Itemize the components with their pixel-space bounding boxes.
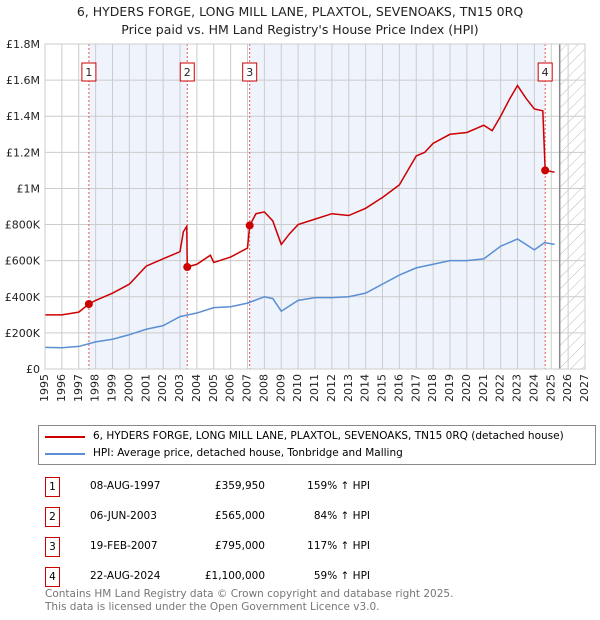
x-tick-label: 2005 (207, 374, 220, 402)
row-date: 22-AUG-2024 (90, 570, 161, 582)
x-tick-label: 2021 (477, 374, 490, 402)
row-number: 1 (45, 477, 60, 497)
sale-label: 1 (85, 66, 92, 79)
sale-point (245, 221, 254, 230)
sale-point (84, 300, 93, 309)
sale-label-box (537, 62, 553, 82)
x-tick-label: 2014 (359, 374, 372, 402)
row-hpi: 84% ↑ HPI (313, 510, 370, 522)
footer-line-2: This data is licensed under the Open Gov… (45, 601, 380, 613)
x-tick-label: 2001 (139, 374, 152, 402)
legend-red-line (45, 435, 85, 438)
sale-label-box (179, 62, 195, 82)
x-tick-label: 2024 (527, 374, 540, 402)
x-tick-label: 2025 (544, 374, 557, 402)
x-tick-label: 2013 (342, 374, 355, 402)
row-number: 4 (45, 567, 60, 587)
x-tick-label: 2022 (494, 374, 507, 402)
sale-label: 2 (184, 66, 191, 79)
x-tick-label: 2007 (241, 374, 254, 402)
table-row: 1 08-AUG-1997 £359,950 159% ↑ HPI (45, 477, 445, 497)
x-tick-label: 1996 (55, 374, 68, 402)
x-tick-label: 1998 (89, 374, 102, 402)
table-row: 2 06-JUN-2003 £565,000 84% ↑ HPI (45, 507, 445, 527)
x-tick-label: 2010 (291, 374, 304, 402)
x-tick-label: 2015 (376, 374, 389, 402)
legend: 6, HYDERS FORGE, LONG MILL LANE, PLAXTOL… (38, 425, 596, 465)
row-number: 2 (45, 507, 60, 527)
x-tick-label: 2019 (443, 374, 456, 402)
y-tick-label: £400K (5, 291, 41, 304)
sale-point (183, 262, 192, 271)
y-tick-label: £1.2M (6, 146, 40, 159)
footer: Contains HM Land Registry data © Crown c… (45, 588, 453, 614)
row-price: £359,950 (214, 480, 265, 492)
x-tick-label: 2002 (156, 374, 169, 402)
x-tick-label: 2026 (561, 374, 574, 402)
forecast-hatch (559, 44, 585, 369)
x-tick-label: 1997 (72, 374, 85, 402)
table-row: 4 22-AUG-2024 £1,100,000 59% ↑ HPI (45, 567, 445, 587)
row-price: £795,000 (214, 540, 265, 552)
x-tick-label: 2006 (224, 374, 237, 402)
y-tick-label: £1.8M (6, 38, 40, 51)
row-date: 06-JUN-2003 (90, 510, 157, 522)
shaded-period-2 (249, 44, 546, 369)
row-date: 19-FEB-2007 (90, 540, 158, 552)
row-date: 08-AUG-1997 (90, 480, 161, 492)
sale-point (541, 166, 550, 175)
row-hpi: 59% ↑ HPI (313, 570, 370, 582)
row-hpi: 159% ↑ HPI (307, 480, 370, 492)
x-tick-label: 2012 (325, 374, 338, 402)
sale-label: 4 (542, 66, 549, 79)
chart-subtitle: Price paid vs. HM Land Registry's House … (121, 22, 479, 37)
sale-label-box (81, 62, 97, 82)
x-tick-label: 2011 (308, 374, 321, 402)
row-hpi: 117% ↑ HPI (307, 540, 370, 552)
x-tick-label: 2000 (122, 374, 135, 402)
price-paid-line (45, 84, 555, 316)
y-tick-label: £600K (5, 255, 41, 268)
y-tick-label: £800K (5, 219, 41, 232)
shaded-period-1 (88, 44, 188, 369)
y-tick-label: £1M (17, 182, 41, 195)
sale-label-box (242, 62, 258, 82)
x-tick-label: 2018 (426, 374, 439, 402)
x-tick-label: 2009 (274, 374, 287, 402)
x-tick-label: 2017 (409, 374, 422, 402)
row-price: £1,100,000 (204, 570, 265, 582)
row-price: £565,000 (214, 510, 265, 522)
table-row: 3 19-FEB-2007 £795,000 117% ↑ HPI (45, 537, 445, 557)
plot-border (44, 43, 586, 370)
legend-label-property: 6, HYDERS FORGE, LONG MILL LANE, PLAXTOL… (93, 430, 564, 442)
sale-label: 3 (246, 66, 253, 79)
x-tick-label: 2023 (511, 374, 524, 402)
legend-label-hpi: HPI: Average price, detached house, Tonb… (93, 447, 403, 459)
chart-plot: 1995 1996 1997 1998 1999 2000 2001 2002 2003 2004… (5, 38, 591, 402)
y-tick-label: £1.6M (6, 74, 40, 87)
x-tick-label: 2004 (190, 374, 203, 402)
footer-line-1: Contains HM Land Registry data © Crown c… (45, 588, 454, 600)
y-tick-label: £1.4M (6, 110, 40, 123)
x-tick-label: 1995 (38, 374, 51, 402)
x-tick-label: 2016 (392, 374, 405, 402)
x-tick-label: 1999 (106, 374, 119, 402)
x-tick-label: 2003 (173, 374, 186, 402)
x-tick-label: 2020 (460, 374, 473, 402)
y-tick-label: £0 (26, 363, 40, 376)
x-tick-label: 2008 (257, 374, 270, 402)
y-tick-label: £200K (5, 327, 41, 340)
legend-blue-line (45, 452, 85, 455)
chart-title: 6, HYDERS FORGE, LONG MILL LANE, PLAXTOL… (76, 4, 524, 19)
hpi-line (44, 238, 555, 349)
row-number: 3 (45, 537, 60, 557)
x-tick-label: 2027 (578, 374, 591, 402)
